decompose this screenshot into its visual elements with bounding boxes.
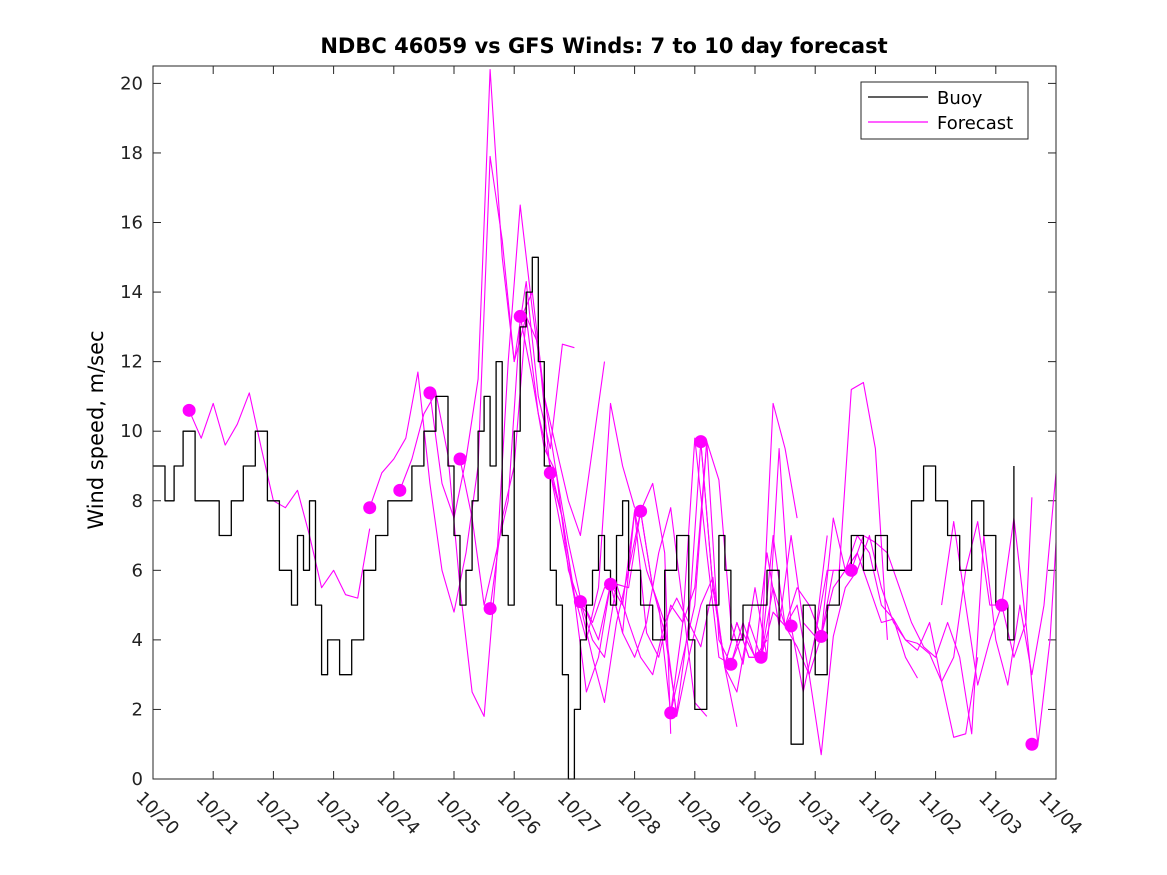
- forecast-marker: [814, 629, 828, 643]
- forecast-marker: [1025, 737, 1039, 751]
- legend-forecast-label: Forecast: [937, 113, 1013, 134]
- forecast-marker: [423, 386, 437, 400]
- forecast-marker: [634, 504, 648, 518]
- forecast-marker: [844, 563, 858, 577]
- chart-title: NDBC 46059 vs GFS Winds: 7 to 10 day for…: [320, 34, 887, 58]
- forecast-series-line: [429, 68, 636, 641]
- forecast-marker: [363, 501, 377, 515]
- plot-background: [153, 66, 1056, 779]
- forecast-marker: [513, 309, 527, 323]
- forecast-marker: [995, 598, 1009, 612]
- forecast-marker: [453, 452, 467, 466]
- plot-area: [152, 65, 1057, 780]
- forecast-marker: [724, 657, 738, 671]
- y-tick-label: 2: [132, 699, 143, 720]
- forecast-marker: [483, 602, 497, 616]
- legend-buoy-label: Buoy: [937, 88, 983, 109]
- forecast-marker: [573, 595, 587, 609]
- y-tick-label: 20: [120, 73, 143, 94]
- legend-box: [860, 81, 1029, 140]
- y-tick-label: 6: [132, 560, 143, 581]
- series-layer: [153, 68, 1057, 780]
- forecast-marker: [694, 435, 708, 449]
- forecast-marker: [664, 706, 678, 720]
- y-tick-label: 14: [120, 282, 143, 303]
- forecast-marker: [543, 466, 557, 480]
- forecast-marker: [754, 650, 768, 664]
- y-axis-label: Wind speed, m/sec: [84, 330, 108, 529]
- forecast-marker: [784, 619, 798, 633]
- legend: Buoy Forecast: [860, 81, 1029, 140]
- y-tick-label: 18: [120, 143, 143, 164]
- forecast-series-line: [850, 472, 1057, 735]
- y-tick-label: 10: [120, 421, 143, 442]
- axis-ticks: [152, 66, 1057, 780]
- y-tick-label: 4: [132, 630, 143, 651]
- forecast-marker: [182, 403, 196, 417]
- forecast-marker: [604, 577, 618, 591]
- y-tick-label: 8: [132, 491, 143, 512]
- buoy-series-line: [153, 256, 1015, 780]
- y-tick-label: 12: [120, 352, 143, 373]
- forecast-marker: [393, 483, 407, 497]
- plot-frame: [152, 65, 1057, 780]
- y-tick-label: 16: [120, 213, 143, 234]
- y-tick-label: 0: [132, 769, 143, 790]
